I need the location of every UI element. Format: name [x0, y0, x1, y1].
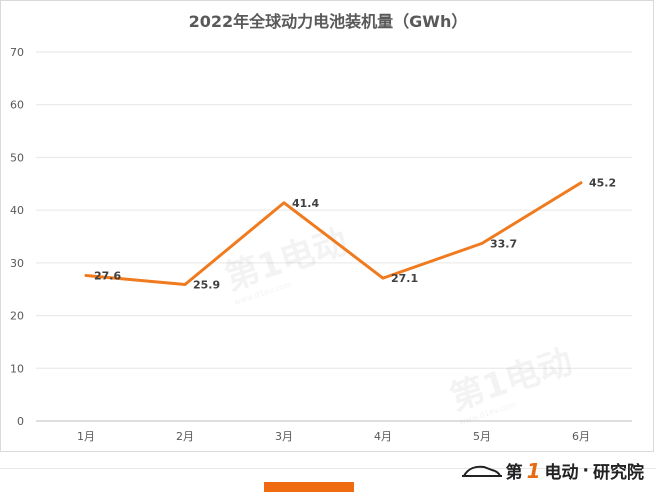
- x-tick-label: 2月: [176, 430, 194, 443]
- y-axis-ticks: 0 10 20 30 40 50 60 70: [10, 46, 24, 428]
- brand-suffix: 研究院: [593, 463, 644, 483]
- data-label: 41.4: [292, 197, 319, 210]
- data-label: 33.7: [490, 237, 517, 250]
- line-chart: 0 10 20 30 40 50 60 70 1月 2月 3月 4月 5月 6月 第1电动 第1电动 w…: [10, 46, 632, 443]
- brand-logo: 第 1 电动 · 研究院: [461, 458, 644, 483]
- y-tick-label: 0: [17, 415, 24, 428]
- y-tick-label: 20: [10, 310, 24, 323]
- y-tick-label: 60: [10, 99, 24, 112]
- data-label: 27.6: [94, 270, 121, 283]
- data-labels: 27.6 25.9 41.4 27.1 33.7 45.2: [94, 177, 616, 292]
- brand-second: 电动: [544, 463, 579, 483]
- x-axis-ticks: 1月 2月 3月 4月 5月 6月: [77, 430, 590, 443]
- chart-frame: [0, 0, 654, 452]
- brand-first: 第: [505, 463, 523, 483]
- data-label: 27.1: [391, 272, 418, 285]
- y-tick-label: 30: [10, 257, 24, 270]
- series-line: [84, 181, 583, 286]
- y-tick-label: 40: [10, 204, 24, 217]
- watermark: 第1电动 第1电动 www.d1ev.com www.d1ev.com: [220, 222, 577, 427]
- x-tick-label: 5月: [473, 430, 491, 443]
- y-tick-label: 70: [10, 46, 24, 59]
- y-tick-label: 10: [10, 362, 24, 375]
- x-tick-label: 6月: [572, 430, 590, 443]
- x-tick-label: 4月: [374, 430, 392, 443]
- footer-accent-bar: [264, 482, 354, 492]
- brand-one: 1: [526, 458, 541, 483]
- x-tick-label: 3月: [275, 430, 293, 443]
- data-label: 45.2: [589, 177, 616, 190]
- series-group: [84, 181, 583, 286]
- car-icon: [461, 465, 502, 477]
- data-label: 25.9: [193, 278, 220, 291]
- x-tick-label: 1月: [77, 430, 95, 443]
- brand-dot: ·: [582, 460, 589, 481]
- gridlines: [36, 51, 632, 422]
- y-tick-label: 50: [10, 151, 24, 164]
- chart-title: 2022年全球动力电池装机量（GWh）: [188, 12, 468, 31]
- footer-divider: [0, 468, 656, 469]
